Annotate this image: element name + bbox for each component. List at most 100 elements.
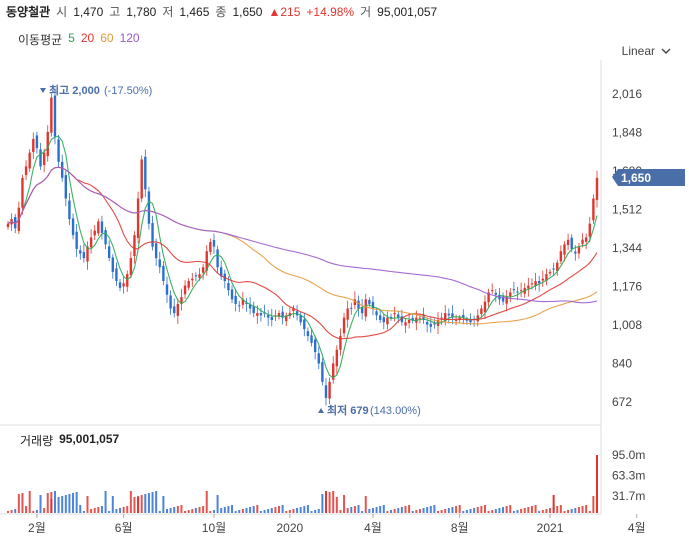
volume-bar bbox=[581, 506, 584, 513]
stock-header: 동양철관 시 1,470 고 1,780 저 1,465 종 1,650 ▲21… bbox=[6, 3, 437, 20]
candle-body bbox=[595, 177, 599, 200]
volume-bar bbox=[267, 509, 270, 513]
high-annotation-pct: (-17.50%) bbox=[104, 85, 152, 97]
volume-bar bbox=[317, 509, 320, 513]
x-tick-label: 2020 bbox=[277, 521, 304, 535]
volume-bar bbox=[527, 507, 530, 513]
volume-bar bbox=[447, 508, 450, 513]
candle-body bbox=[71, 218, 75, 236]
volume-bar bbox=[263, 510, 266, 513]
volume-bar bbox=[111, 496, 114, 513]
volume-bar bbox=[285, 511, 288, 513]
volume-bar bbox=[592, 496, 595, 513]
candle-body bbox=[563, 244, 566, 255]
volume-bar bbox=[371, 508, 374, 513]
candle-body bbox=[527, 285, 530, 289]
ma-120-label[interactable]: 120 bbox=[119, 31, 140, 45]
volume-panel-label: 거래량 bbox=[20, 434, 54, 448]
volume-bar bbox=[296, 508, 299, 513]
candle-body bbox=[266, 315, 270, 318]
candle-body bbox=[64, 175, 68, 199]
candle-body bbox=[24, 166, 28, 176]
volume-bar bbox=[585, 505, 588, 513]
low-annotation: 최저 679 bbox=[327, 403, 369, 417]
candle-body bbox=[270, 316, 273, 320]
volume-bar bbox=[245, 508, 248, 513]
candle-body bbox=[68, 200, 71, 220]
ma-5-label[interactable]: 5 bbox=[68, 31, 75, 45]
candle-body bbox=[375, 311, 378, 316]
change-value: ▲215 bbox=[268, 4, 301, 19]
volume-bar bbox=[314, 510, 317, 513]
volume-bar bbox=[563, 511, 566, 513]
scale-toggle[interactable]: Linear bbox=[622, 44, 671, 58]
scale-label: Linear bbox=[621, 44, 655, 58]
candle-body bbox=[509, 292, 512, 297]
low-label: 저 bbox=[162, 5, 174, 19]
candle-body bbox=[86, 246, 89, 262]
candle-body bbox=[516, 291, 519, 293]
ma-20-label[interactable]: 20 bbox=[80, 31, 95, 45]
volume-bar bbox=[180, 505, 183, 513]
x-tick-label: 2월 bbox=[28, 521, 46, 535]
candle-body bbox=[505, 297, 508, 304]
volume-bar bbox=[227, 506, 230, 513]
candle-body bbox=[209, 242, 212, 252]
volume-bar bbox=[545, 509, 548, 513]
candle-body bbox=[393, 313, 396, 315]
candle-body bbox=[360, 307, 364, 314]
candle-body bbox=[444, 313, 447, 322]
volume-bar bbox=[516, 510, 519, 513]
candle-body bbox=[584, 237, 588, 242]
volume-bar bbox=[509, 505, 512, 513]
candle-body bbox=[201, 267, 205, 273]
high-marker-icon bbox=[40, 88, 46, 93]
volume-bar bbox=[43, 508, 46, 513]
volume-bar bbox=[408, 505, 411, 513]
candle-body bbox=[299, 315, 302, 323]
volume-bar bbox=[437, 511, 440, 513]
volume-bar bbox=[86, 496, 89, 513]
volume-bar bbox=[487, 511, 490, 513]
volume-bar bbox=[137, 497, 140, 513]
volume-bar bbox=[238, 510, 241, 513]
candle-body bbox=[162, 265, 165, 281]
volume-bar bbox=[79, 505, 82, 513]
volume-bar bbox=[278, 506, 281, 513]
volume-bar bbox=[104, 491, 107, 513]
stock-name: 동양철관 bbox=[6, 5, 51, 19]
candle-body bbox=[53, 95, 57, 137]
x-tick-label: 4월 bbox=[628, 521, 646, 535]
candle-body bbox=[581, 239, 584, 244]
volume-bar bbox=[119, 508, 122, 513]
candle-body bbox=[165, 284, 169, 295]
volume-bar bbox=[455, 506, 458, 513]
volume-bar bbox=[502, 507, 505, 513]
volume-bar bbox=[415, 510, 418, 513]
candle-body bbox=[93, 230, 96, 236]
volume-bar bbox=[418, 509, 421, 513]
volume-bar bbox=[444, 509, 447, 513]
volume-bar bbox=[491, 510, 494, 513]
candle-body bbox=[6, 223, 10, 228]
candle-body bbox=[144, 156, 147, 190]
candle-body bbox=[256, 313, 259, 316]
candle-body bbox=[454, 319, 458, 321]
volume-bar bbox=[151, 492, 154, 513]
volume-bar bbox=[140, 495, 143, 513]
candle-body bbox=[545, 274, 548, 281]
moving-average-legend: 이동평균 5 20 60 120 bbox=[18, 31, 140, 48]
candle-body bbox=[559, 251, 563, 262]
candle-body bbox=[100, 221, 104, 233]
volume-bar bbox=[72, 493, 75, 513]
volume-bar bbox=[353, 506, 356, 513]
volume-bar bbox=[158, 511, 161, 513]
candle-body bbox=[491, 290, 494, 292]
volume-bar bbox=[129, 491, 132, 513]
ma-120-line bbox=[7, 166, 598, 304]
ma-5-line bbox=[7, 135, 598, 379]
volume-bar bbox=[473, 508, 476, 513]
ma-60-label[interactable]: 60 bbox=[100, 31, 114, 45]
volume-bar bbox=[339, 510, 342, 513]
